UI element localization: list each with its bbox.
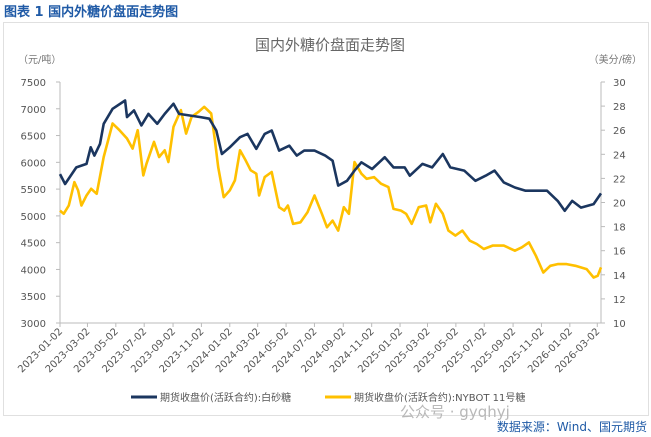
series-line-white-sugar [58, 99, 603, 213]
data-source: 数据来源：Wind、国元期货 [496, 420, 647, 434]
right-tick-label: 14 [613, 271, 626, 282]
right-tick-label: 12 [613, 295, 626, 306]
figure-header: 图表 1 国内外糖价盘面走势图 [4, 5, 179, 20]
left-tick-label: 3000 [21, 319, 46, 330]
left-tick-label: 7000 [21, 105, 46, 116]
right-tick-label: 18 [613, 223, 626, 234]
right-tick-label: 24 [613, 150, 626, 161]
right-tick-label: 20 [613, 199, 626, 210]
left-tick-label: 7500 [21, 78, 46, 89]
watermark: 公众号 · gyqhyj [400, 403, 510, 421]
left-tick-label: 5500 [21, 185, 46, 196]
right-tick-label: 28 [613, 102, 626, 113]
left-tick-label: 6000 [21, 158, 46, 169]
right-tick-label: 26 [613, 126, 626, 137]
left-tick-label: 3500 [21, 292, 46, 303]
left-tick-label: 6500 [21, 132, 46, 143]
right-tick-label: 10 [613, 319, 626, 330]
left-tick-label: 4500 [21, 239, 46, 250]
left-axis-unit: （元/吨） [18, 53, 61, 66]
series-line-nybot [59, 105, 603, 279]
right-tick-label: 16 [613, 247, 626, 258]
left-tick-label: 4000 [21, 265, 46, 276]
right-tick-label: 30 [613, 78, 626, 89]
legend: 期货收盘价(活跃合约):白砂糖 期货收盘价(活跃合约):NYBOT 11号糖 [131, 391, 525, 404]
right-axis-unit: （美分/磅） [589, 53, 642, 66]
legend-label-white-sugar: 期货收盘价(活跃合约):白砂糖 [160, 391, 291, 404]
right-tick-label: 22 [613, 174, 626, 185]
chart-title: 国内外糖价盘面走势图 [255, 36, 405, 54]
chart-frame [3, 22, 649, 416]
legend-label-nybot: 期货收盘价(活跃合约):NYBOT 11号糖 [354, 391, 525, 404]
left-tick-label: 5000 [21, 212, 46, 223]
